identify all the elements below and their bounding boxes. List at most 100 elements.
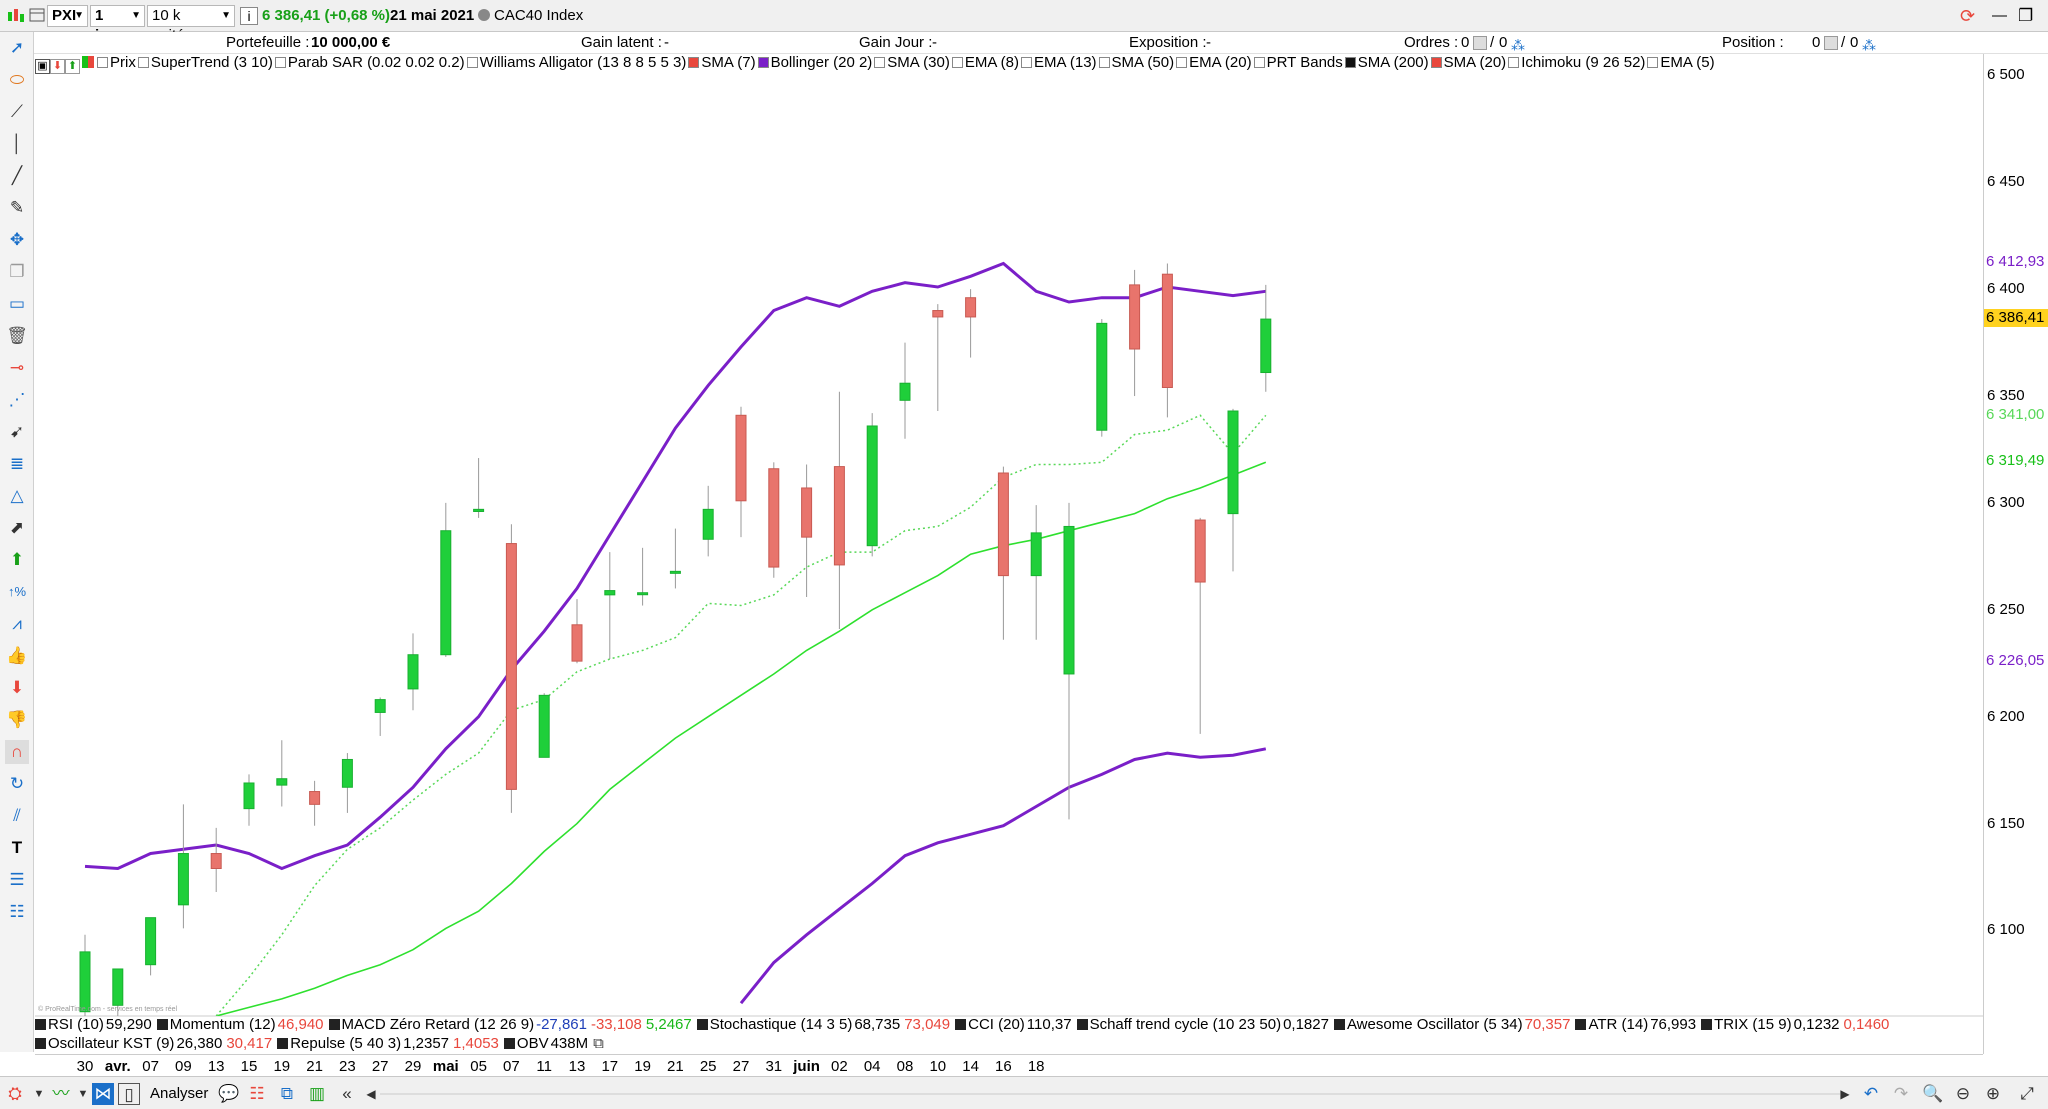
oscillator-legend-item[interactable]: Stochastique (14 3 5) 68,735 73,049 xyxy=(696,1016,950,1033)
indicator-legend-item[interactable]: Williams Alligator (13 8 8 5 5 3) xyxy=(466,54,686,71)
share-icon[interactable]: ⋈ xyxy=(92,1083,114,1105)
indicator-legend-item[interactable]: SMA (50) xyxy=(1098,54,1174,71)
oscillator-legend-item[interactable]: Awesome Oscillator (5 34) 70,357 xyxy=(1333,1016,1570,1033)
candle-body xyxy=(243,782,255,810)
panel-icon[interactable]: ▯ xyxy=(118,1083,140,1105)
rectangle-tool-icon[interactable]: ▭ xyxy=(8,294,26,313)
price-axis[interactable]: 6 500 6 450 6 400 6 350 6 300 6 250 6 200 6 150… xyxy=(1983,54,2048,1054)
magnet-icon[interactable]: ∩ xyxy=(5,740,29,764)
vertical-line-icon[interactable]: │ xyxy=(11,134,23,153)
text-tool-icon[interactable]: T xyxy=(11,838,23,857)
detach-icon[interactable]: ⧉ xyxy=(593,1035,604,1052)
fullscreen-icon[interactable]: ⤢ xyxy=(2020,1084,2034,1103)
rotate-tool-icon[interactable]: ↻ xyxy=(9,774,25,793)
indicators-icon[interactable]: ⛭ xyxy=(8,1084,22,1103)
redo-icon[interactable]: ↷ xyxy=(1893,1084,1909,1103)
chart-type-icon[interactable] xyxy=(6,6,26,26)
horizontal-scrollbar[interactable] xyxy=(380,1093,1840,1095)
arrow-tool-icon[interactable]: ➹ xyxy=(9,422,25,441)
minimize-icon[interactable]: — xyxy=(1992,7,2007,24)
indicator-legend-item[interactable]: PRT Bands xyxy=(1253,54,1343,71)
indicator-legend-item[interactable]: Parab SAR (0.02 0.02 0.2) xyxy=(274,54,465,71)
zoom-fit-icon[interactable]: 🔍 xyxy=(1922,1084,1944,1103)
down-small-icon[interactable]: ⬇ xyxy=(50,59,65,74)
restore-window-icon[interactable]: ❐ xyxy=(2018,6,2034,25)
window-icon[interactable]: ▣ xyxy=(35,59,50,74)
timeframe-dropdown[interactable]: 1 jour▼ xyxy=(90,5,145,44)
indicator-legend-item[interactable]: SMA (7) xyxy=(688,54,756,71)
chat-icon[interactable]: 💬 xyxy=(218,1084,240,1103)
chevron-down-icon[interactable]: ▼ xyxy=(77,1088,89,1100)
orders-link-icon[interactable]: ⁂ xyxy=(1511,37,1525,53)
pitchfork-icon[interactable]: ⩘ xyxy=(12,614,22,633)
trend-line-icon[interactable]: ╱ xyxy=(11,166,23,185)
indicator-legend-item[interactable]: Ichimoku (9 26 52) xyxy=(1508,54,1645,71)
indicator-legend-item[interactable]: EMA (13) xyxy=(1021,54,1097,71)
info-icon[interactable]: i xyxy=(240,7,258,25)
thumbs-down-icon[interactable]: 👎 xyxy=(6,710,28,729)
copy-icon[interactable]: ❐ xyxy=(9,262,25,281)
fibonacci-retracement-icon[interactable]: ≣ xyxy=(9,454,25,473)
oscillator-legend-item[interactable]: Repulse (5 40 3) 1,2357 1,4053 xyxy=(277,1035,499,1052)
fibonacci-levels-icon[interactable]: ☰ xyxy=(9,870,25,889)
scroll-left-double-icon[interactable]: « xyxy=(342,1084,352,1103)
indicator-legend-item[interactable]: SMA (200) xyxy=(1344,54,1429,71)
indicator-legend-item[interactable]: EMA (20) xyxy=(1176,54,1252,71)
zoom-in-icon[interactable]: ⊕ xyxy=(1985,1084,2001,1103)
indicator-label: Parab SAR (0.02 0.02 0.2) xyxy=(287,54,465,71)
indicator-legend-item[interactable]: SuperTrend (3 10) xyxy=(137,54,273,71)
oscillator-legend-item[interactable]: Oscillateur KST (9) 26,380 30,417 xyxy=(35,1035,272,1052)
segment-tool-icon[interactable]: ⟋ xyxy=(11,102,23,121)
ellipse-tool-icon[interactable]: ⬭ xyxy=(9,70,25,89)
scroll-right-icon[interactable]: ▶ xyxy=(1840,1087,1850,1101)
oscillator-legend-item[interactable]: Schaff trend cycle (10 23 50) 0,1827 xyxy=(1076,1016,1329,1033)
measure-tool-icon[interactable]: ✎ xyxy=(9,198,25,217)
horizontal-line-icon[interactable]: ⊸ xyxy=(9,358,25,377)
refresh-icon[interactable]: ⟳ xyxy=(1960,6,1976,26)
indicator-legend-item[interactable]: EMA (5) xyxy=(1647,54,1715,71)
chevron-down-icon[interactable]: ▼ xyxy=(33,1088,45,1100)
oscillator-legend-item[interactable]: Momentum (12) 46,940 xyxy=(156,1016,324,1033)
oscillator-legend-item[interactable]: RSI (10) 59,290 xyxy=(35,1016,152,1033)
position-box-icon[interactable] xyxy=(1824,36,1838,50)
up-small-icon[interactable]: ⬆ xyxy=(65,59,80,74)
oscillator-legend-item[interactable]: CCI (20) 110,37 xyxy=(955,1016,1072,1033)
down-arrow-icon[interactable]: ⬇ xyxy=(9,678,25,697)
analyser-button[interactable]: Analyser xyxy=(150,1085,209,1102)
indicator-legend-item[interactable]: Bollinger (20 2) xyxy=(757,54,872,71)
trash-icon[interactable]: 🗑 xyxy=(6,326,28,345)
list-icon[interactable]: ☷ xyxy=(249,1084,265,1103)
oscillator-legend-item[interactable]: MACD Zéro Retard (12 26 9) -27,861 -33,108… xyxy=(328,1016,692,1033)
instrument-dropdown[interactable]: PXI ▼ xyxy=(47,5,88,27)
move-icon[interactable]: ✥ xyxy=(9,230,25,249)
thumbs-up-icon[interactable]: 👍 xyxy=(6,646,28,665)
indicator-legend-item[interactable]: SMA (20) xyxy=(1430,54,1506,71)
bar-chart-icon[interactable]: ▥ xyxy=(308,1084,326,1103)
channel-tool-icon[interactable]: ⫽ xyxy=(13,806,21,825)
indicator-legend-item[interactable]: EMA (8) xyxy=(951,54,1019,71)
price-chart[interactable] xyxy=(35,54,1983,1022)
arrow-diagonal-icon[interactable]: ⬈ xyxy=(9,518,25,537)
date-axis[interactable]: 30 avr. 07 09 13 15 19 21 23 27 29 mai 05 07 11 13 17 19 2… xyxy=(35,1054,1983,1076)
pointer-icon[interactable]: ➚ xyxy=(9,38,25,57)
indicator-legend-item[interactable]: Prix xyxy=(97,54,136,71)
zoom-out-icon[interactable]: ⊖ xyxy=(1955,1084,1971,1103)
oscillator-legend-item[interactable]: ATR (14) 76,993 xyxy=(1575,1016,1696,1033)
units-dropdown[interactable]: 10 k unités▼ xyxy=(147,5,235,44)
undo-icon[interactable]: ↶ xyxy=(1863,1084,1879,1103)
position-link-icon[interactable]: ⁂ xyxy=(1862,37,1876,53)
instrument-list-icon[interactable] xyxy=(29,7,45,23)
up-arrow-icon[interactable]: ⬆ xyxy=(9,550,25,569)
window-stack-icon[interactable]: ⧉ xyxy=(280,1084,294,1103)
line-chart-icon[interactable]: 〰 xyxy=(52,1084,70,1103)
triangle-tool-icon[interactable]: △ xyxy=(10,486,24,505)
oscillator-legend-item[interactable]: TRIX (15 9) 0,1232 0,1460 xyxy=(1701,1016,1889,1033)
indicator-legend-item[interactable]: SMA (30) xyxy=(874,54,950,71)
scroll-left-icon[interactable]: ◀ xyxy=(366,1087,376,1101)
percent-tool-icon[interactable]: ↑% xyxy=(7,584,27,599)
oscillator-swatch xyxy=(696,1019,708,1030)
oscillator-legend-item[interactable]: OBV 438M xyxy=(503,1035,588,1052)
fibonacci-fan-icon[interactable]: ⋰ xyxy=(8,390,26,409)
fibonacci-time-icon[interactable]: ☷ xyxy=(9,902,25,921)
orders-box-icon[interactable] xyxy=(1473,36,1487,50)
